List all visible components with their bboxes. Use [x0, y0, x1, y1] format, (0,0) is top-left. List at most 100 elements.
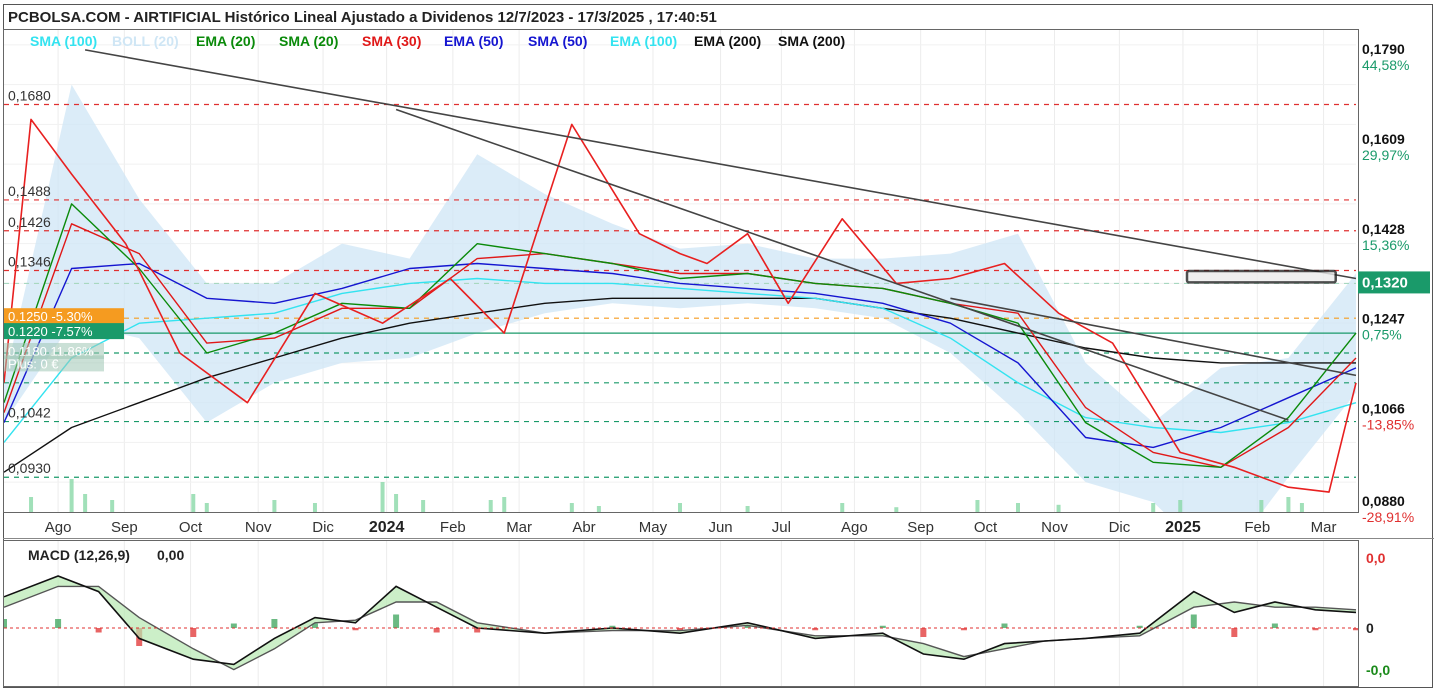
- x-tick-label: Jun: [708, 519, 732, 536]
- macd-histogram-bar: [311, 623, 318, 628]
- x-axis: Ago Sep Oct Nov Dic 2024 Feb Mar Abr May Jun Jul Ago…: [45, 519, 1337, 536]
- volume-bar: [678, 503, 682, 512]
- macd-panel-frame: [3, 540, 1359, 687]
- position-label-text: Plus: 0 €: [8, 356, 59, 371]
- macd-axis-label: 0: [1366, 620, 1374, 636]
- volume-bar: [502, 497, 507, 512]
- volume-bar: [569, 503, 574, 512]
- position-label-bg: [4, 323, 124, 340]
- x-tick-label: May: [639, 519, 668, 536]
- macd-histogram-bar: [609, 625, 616, 628]
- x-tick-label: Dic: [1109, 519, 1131, 536]
- volume-bar: [1259, 500, 1264, 512]
- position-labels: 0.1250 -5.30%0.1220 -7.57% 0.1180 11.86%P…: [4, 308, 124, 372]
- macd-histogram-bar: [271, 619, 278, 628]
- position-label-bg: [4, 355, 104, 372]
- main-panel-frame: [3, 29, 1359, 513]
- macd-histogram-bar: [1001, 623, 1008, 628]
- legend-item: EMA (20): [196, 33, 255, 49]
- right-axis-value: 0,0880: [1362, 493, 1405, 509]
- macd-histogram-bar: [433, 628, 440, 633]
- volume-bar: [488, 500, 493, 512]
- right-axis-value: 0,1247: [1362, 311, 1405, 327]
- trendlines: [84, 49, 1357, 421]
- x-tick-label: Mar: [1311, 519, 1337, 536]
- chart-title: PCBOLSA.COM - AIRTIFICIAL Histórico Line…: [8, 9, 717, 26]
- volume-bar: [421, 500, 426, 512]
- volume-bar: [1178, 500, 1183, 512]
- volume-bar: [191, 494, 196, 512]
- last-price-tag: 0,1320: [1362, 274, 1408, 291]
- position-label-text: 0.1220 -7.57%: [8, 324, 93, 339]
- macd-histogram-bar: [1353, 628, 1358, 631]
- x-tick-label: Nov: [1041, 519, 1068, 536]
- highlight-box: [1185, 269, 1337, 284]
- x-tick-label: Jul: [772, 519, 791, 536]
- macd-histogram-bar: [55, 619, 62, 628]
- x-tick-label: Feb: [440, 519, 466, 536]
- legend-item: SMA (20): [279, 33, 338, 49]
- volume-bar: [29, 497, 34, 512]
- legend: SMA (100) BOLL (20) EMA (20) SMA (20) SMA (3…: [30, 33, 845, 49]
- macd-histogram-bar: [352, 628, 359, 631]
- right-axis-value: 0,1609: [1362, 131, 1405, 147]
- macd-series: [4, 575, 1358, 671]
- trendline: [84, 49, 1357, 280]
- volume-bar: [1299, 503, 1304, 512]
- legend-item: EMA (50): [444, 33, 503, 49]
- trendline: [950, 297, 1357, 377]
- series-line-sma-30-: [4, 223, 1357, 468]
- macd-histogram-bar: [879, 625, 886, 628]
- x-tick-label: Feb: [1244, 519, 1270, 536]
- volume-bar: [394, 494, 399, 512]
- volume-bar: [110, 500, 115, 512]
- macd-axis: 0,0 0 -0,0: [1366, 550, 1390, 678]
- series-line-ema-100-: [4, 277, 1357, 443]
- macd-histogram-bar: [677, 628, 683, 631]
- legend-item: SMA (200): [778, 33, 845, 49]
- macd-histogram-bar: [744, 625, 751, 628]
- series-line-ema-50-: [4, 262, 1357, 449]
- position-label-text: 0.1180 11.86%: [8, 344, 94, 359]
- series-line-ema-200-: [4, 297, 1356, 473]
- macd-histogram-bar: [230, 623, 237, 628]
- volume-bar: [1286, 497, 1291, 512]
- macd-line: [4, 575, 1357, 666]
- series-line-precio: [4, 118, 1357, 493]
- right-axis-percent: 29,97%: [1362, 147, 1409, 163]
- macd-histogram-bar: [1312, 628, 1319, 631]
- macd-title: MACD (12,26,9): [28, 547, 130, 563]
- left-labels: 0,1680 0,1488 0,1426 0,1346 0,1042 0,0930: [8, 88, 51, 477]
- last-price-tag-bg: [1358, 271, 1430, 294]
- right-axis-percent: 0,75%: [1362, 327, 1402, 343]
- macd-histogram-bar: [474, 628, 481, 633]
- right-axis-percent: -28,91%: [1362, 509, 1414, 525]
- volume-bar: [1151, 503, 1156, 512]
- volume-bar: [272, 500, 277, 512]
- x-tick-label: Abr: [572, 519, 595, 536]
- macd-current-value: 0,00: [157, 547, 184, 563]
- left-level-label: 0,1488: [8, 183, 51, 199]
- macd-histogram-bar: [1271, 623, 1278, 628]
- x-tick-label: Dic: [312, 519, 334, 536]
- macd-histogram-bar: [393, 614, 400, 628]
- right-axis-value: 0,1066: [1362, 401, 1405, 417]
- left-level-label: 0,1680: [8, 88, 51, 104]
- macd-histogram-bar: [960, 628, 967, 631]
- macd-histogram-bar: [920, 628, 927, 637]
- macd-histogram-bar: [190, 628, 197, 637]
- position-label-text: 0.1250 -5.30%: [8, 309, 93, 324]
- legend-item: EMA (100): [610, 33, 677, 49]
- volume-bar: [975, 500, 980, 512]
- x-tick-label: Ago: [841, 519, 868, 536]
- volume-bar: [204, 503, 209, 512]
- price-series: [4, 118, 1357, 493]
- volume-bar: [69, 479, 74, 512]
- position-label-bg: [4, 342, 104, 359]
- right-axis-percent: -13,85%: [1362, 417, 1414, 433]
- right-axis-percent: 44,58%: [1362, 57, 1409, 73]
- volume-bar: [894, 507, 899, 512]
- x-tick-label: Oct: [179, 519, 203, 536]
